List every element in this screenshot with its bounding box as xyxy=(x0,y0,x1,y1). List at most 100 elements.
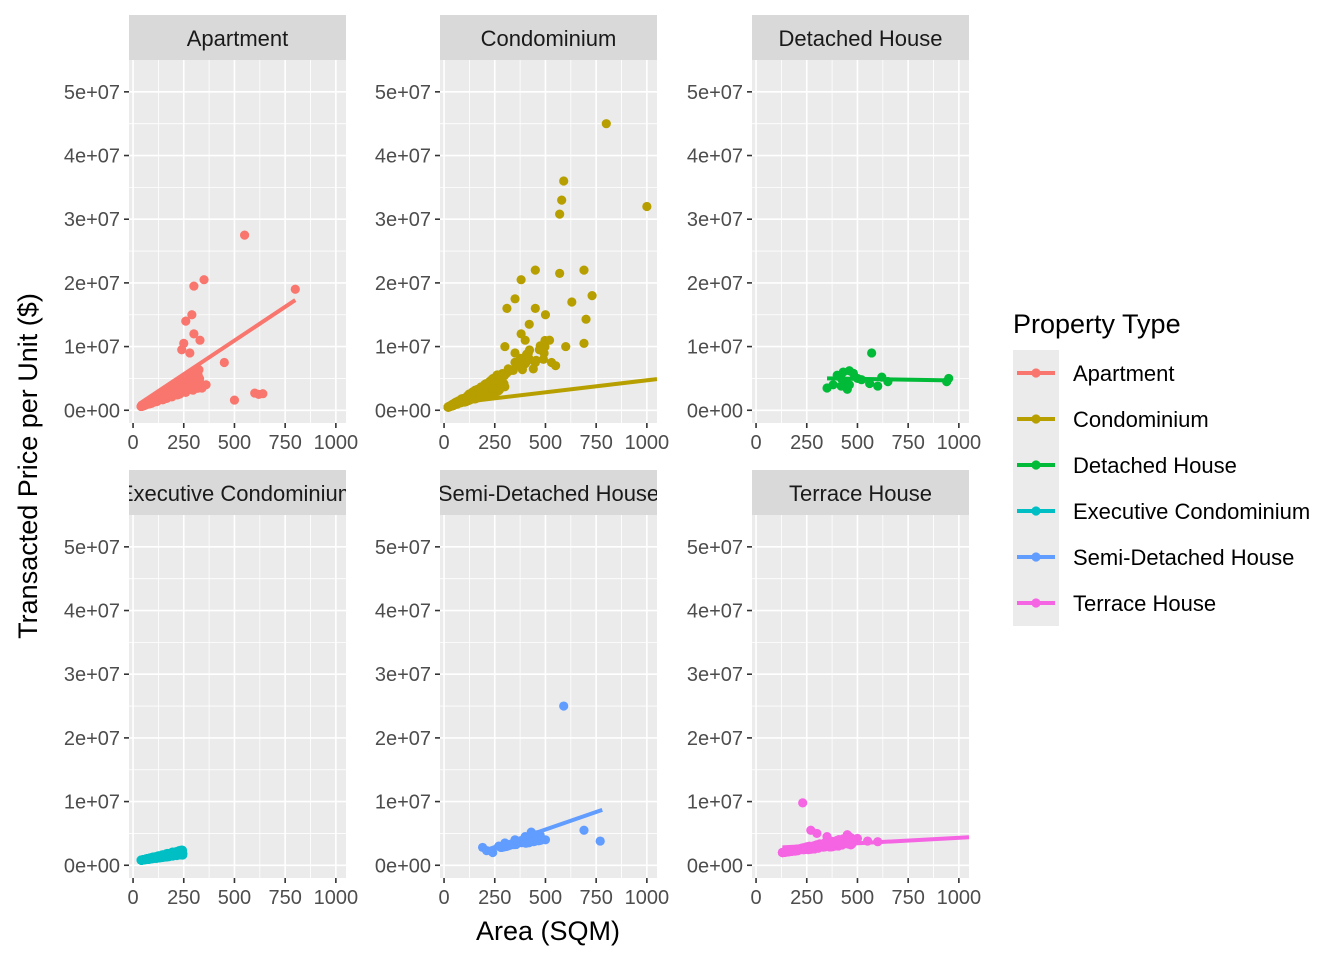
legend-label: Terrace House xyxy=(1073,591,1216,616)
x-tick-label: 500 xyxy=(218,887,251,909)
y-tick-label: 3e+07 xyxy=(64,664,120,686)
facet-panel: Semi-Detached House 0 250 500 750 1000 0e+00 1e… xyxy=(375,470,669,909)
x-tick-label: 1000 xyxy=(937,887,982,909)
legend-title: Property Type xyxy=(1013,309,1181,339)
legend-label: Condominium xyxy=(1073,407,1209,432)
facet-panels: Apartment 0 250 500 750 1000 0e+00 1e+07 2e+07 3e… xyxy=(64,15,981,909)
data-point xyxy=(239,230,250,240)
data-point xyxy=(187,310,197,320)
facet-panel: Detached House 0 250 500 750 1000 0e+00 1e+07 2e… xyxy=(687,15,981,454)
data-point xyxy=(559,176,569,186)
y-tick-label: 1e+07 xyxy=(64,337,120,359)
facet-panel: Condominium 0 250 500 750 1000 0e+00 1e+07 2e+07… xyxy=(375,15,669,454)
x-tick-label: 0 xyxy=(750,432,761,454)
legend-key-point xyxy=(1031,414,1041,424)
data-point xyxy=(555,268,565,278)
data-point xyxy=(199,275,209,285)
data-point xyxy=(177,345,187,355)
x-tick-label: 0 xyxy=(750,887,761,909)
y-tick-label: 1e+07 xyxy=(375,792,431,814)
data-point xyxy=(185,348,195,358)
y-tick-label: 4e+07 xyxy=(375,601,431,623)
data-point xyxy=(187,370,197,380)
data-point xyxy=(500,341,510,352)
data-point xyxy=(520,335,530,345)
panel-background xyxy=(752,60,969,423)
x-tick-label: 0 xyxy=(127,432,138,454)
data-point xyxy=(201,380,211,390)
y-tick-label: 2e+07 xyxy=(375,728,431,750)
y-tick-label: 0e+00 xyxy=(687,400,743,422)
data-point xyxy=(229,395,240,405)
data-point xyxy=(189,329,199,339)
x-tick-label: 1000 xyxy=(937,432,982,454)
data-point xyxy=(219,357,229,368)
data-point xyxy=(538,354,549,364)
y-tick-label: 2e+07 xyxy=(375,273,431,295)
y-tick-label: 3e+07 xyxy=(687,664,743,686)
data-point xyxy=(557,195,567,205)
data-point xyxy=(173,389,183,399)
y-tick-label: 3e+07 xyxy=(375,209,431,231)
data-point xyxy=(530,265,540,275)
data-point xyxy=(254,389,264,399)
trend-line xyxy=(447,377,657,406)
y-tick-label: 3e+07 xyxy=(687,209,743,231)
series-apartment xyxy=(136,230,300,412)
facet-strip-label: Detached House xyxy=(779,26,943,51)
y-tick-label: 2e+07 xyxy=(687,728,743,750)
data-point xyxy=(544,335,555,345)
y-tick-label: 5e+07 xyxy=(687,537,743,559)
legend-key-point xyxy=(1031,460,1041,470)
data-point xyxy=(540,835,551,845)
x-tick-label: 750 xyxy=(891,432,924,454)
data-point xyxy=(189,281,199,291)
data-point xyxy=(177,377,188,387)
y-tick-label: 0e+00 xyxy=(687,855,743,877)
facet-panel: Executive Condominium 0 250 500 750 1000 0e+00… xyxy=(64,470,358,909)
data-point xyxy=(510,348,520,358)
data-point xyxy=(540,310,551,320)
x-tick-label: 750 xyxy=(268,432,301,454)
data-point xyxy=(473,386,484,396)
y-tick-label: 4e+07 xyxy=(375,146,431,168)
x-tick-label: 1000 xyxy=(625,432,670,454)
y-tick-label: 5e+07 xyxy=(687,82,743,104)
data-point xyxy=(516,275,526,285)
data-point xyxy=(534,345,544,355)
facet-strip-label: Executive Condominium xyxy=(119,481,356,506)
x-tick-label: 0 xyxy=(438,887,449,909)
data-point xyxy=(510,294,520,304)
y-tick-label: 3e+07 xyxy=(375,664,431,686)
series-detached-house xyxy=(822,348,954,394)
data-point xyxy=(487,375,497,385)
data-point xyxy=(852,833,863,844)
y-tick-label: 5e+07 xyxy=(64,537,120,559)
facet-strip xyxy=(440,470,657,515)
data-point xyxy=(581,314,591,324)
data-point xyxy=(555,209,565,219)
y-tick-label: 1e+07 xyxy=(687,337,743,359)
facet-strip-label: Semi-Detached House xyxy=(438,481,659,506)
data-point xyxy=(867,348,877,358)
legend-entry: Terrace House xyxy=(1013,580,1216,626)
y-tick-label: 4e+07 xyxy=(687,146,743,168)
data-point xyxy=(579,825,589,835)
x-tick-label: 500 xyxy=(218,432,251,454)
data-point xyxy=(828,380,838,390)
legend: Property Type Apartment Condominium Detach… xyxy=(1013,309,1310,626)
y-tick-label: 4e+07 xyxy=(687,601,743,623)
data-point xyxy=(561,341,571,352)
x-tick-label: 500 xyxy=(841,432,874,454)
legend-label: Detached House xyxy=(1073,453,1237,478)
data-point xyxy=(642,201,652,212)
data-point xyxy=(842,830,852,840)
data-point xyxy=(528,364,538,374)
facet-strip xyxy=(440,15,657,60)
trend-line xyxy=(827,376,949,383)
x-tick-label: 0 xyxy=(127,887,138,909)
x-tick-label: 750 xyxy=(579,432,612,454)
facet-panel: Terrace House 0 250 500 750 1000 0e+00 1e+07 2e+… xyxy=(687,470,981,909)
data-point xyxy=(502,368,512,378)
data-point xyxy=(546,357,557,368)
